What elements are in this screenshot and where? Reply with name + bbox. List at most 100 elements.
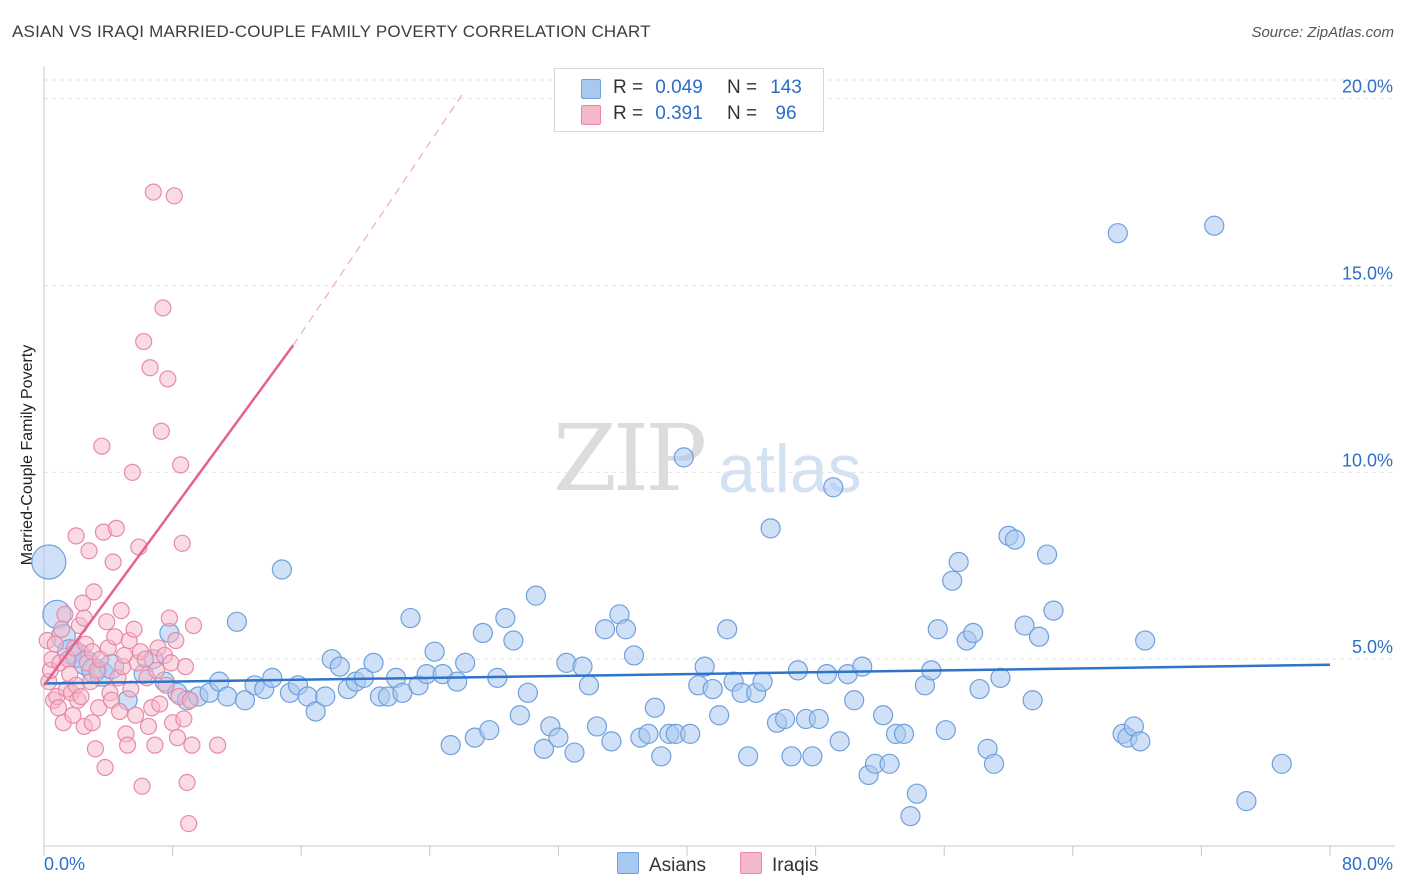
legend-row-asians: R = 0.049 N = 143 <box>555 75 823 101</box>
iraqi-point <box>139 717 158 736</box>
grid-lines <box>44 79 1395 660</box>
asian-point <box>829 731 850 752</box>
asian-point <box>262 667 283 688</box>
bottom-legend-asians: Asians <box>617 852 706 877</box>
asian-point <box>781 746 802 767</box>
asians-r-label: R = <box>613 77 644 98</box>
iraqi-point <box>125 620 143 638</box>
y-tick-label: 5.0% <box>1352 637 1393 657</box>
asian-point <box>1236 791 1257 812</box>
asian-point <box>935 720 956 741</box>
iraqi-points <box>38 183 227 833</box>
asian-point <box>424 641 445 662</box>
iraqi-point <box>152 422 170 440</box>
asian-point <box>400 607 421 629</box>
asian-point <box>1028 626 1050 647</box>
iraqi-point <box>67 527 85 545</box>
asian-point <box>1130 731 1151 752</box>
iraqi-point <box>98 613 116 631</box>
asian-point <box>737 746 759 767</box>
asian-point <box>517 682 538 703</box>
iraqi-point <box>80 542 98 560</box>
asian-point <box>760 518 781 539</box>
asian-point <box>900 806 921 827</box>
asian-point <box>572 656 593 677</box>
asian-point <box>879 753 900 774</box>
iraqi-point <box>85 583 103 601</box>
asian-point <box>638 723 659 745</box>
iraqi-point <box>49 699 68 717</box>
iraqi-point <box>136 650 154 668</box>
asian-point <box>906 783 927 804</box>
iraqi-point <box>172 456 190 474</box>
iraqi-point <box>53 620 71 638</box>
x-tick-label: 0.0% <box>44 854 85 874</box>
axes <box>43 66 1395 856</box>
asian-point <box>586 716 608 737</box>
asian-point <box>1022 690 1043 711</box>
asian-point <box>774 708 796 730</box>
iraqi-point <box>180 814 198 833</box>
asians-r-value: 0.049 <box>655 77 703 98</box>
iraqi-point <box>141 359 159 377</box>
asian-point <box>852 656 873 677</box>
iraqi-point <box>173 534 191 552</box>
asians-n-label: N = <box>727 77 758 98</box>
iraqi-point <box>96 758 114 777</box>
y-tick-label: 15.0% <box>1342 264 1393 284</box>
asian-point <box>564 742 585 763</box>
iraqi-point <box>133 777 151 795</box>
asian-point <box>525 585 546 606</box>
asian-point <box>440 735 461 756</box>
asian-point <box>717 619 738 640</box>
asian-point <box>363 652 384 674</box>
asian-point <box>787 660 809 681</box>
asian-point <box>963 622 984 644</box>
asian-trend-line <box>43 663 1331 685</box>
y-tick-label: 10.0% <box>1342 450 1393 470</box>
iraqi-point <box>147 661 166 679</box>
asian-point <box>601 731 622 752</box>
iraqi-point <box>184 616 203 635</box>
asian-point <box>983 753 1005 774</box>
asian-point <box>927 619 948 640</box>
bottom-iraqis-label: Iraqis <box>772 855 819 876</box>
asian-point <box>1004 529 1026 550</box>
iraqi-point <box>104 553 122 571</box>
asian-point <box>509 705 530 726</box>
iraqi-point <box>93 437 111 455</box>
iraqi-point <box>72 687 90 706</box>
asian-point <box>644 697 665 718</box>
iraqis-swatch <box>581 105 601 125</box>
asian-point <box>226 611 247 632</box>
asian-point <box>455 652 476 674</box>
asian-point <box>1271 753 1292 774</box>
asian-point <box>1135 630 1156 651</box>
asian-points <box>31 215 1292 827</box>
asian-point <box>1043 600 1064 621</box>
correlation-legend: R = 0.049 N = 143 R = 0.391 N = 96 <box>554 68 824 132</box>
asian-point <box>673 447 694 468</box>
iraqi-point <box>165 187 183 205</box>
iraqi-point <box>146 736 164 754</box>
iraqi-point <box>157 676 175 694</box>
y-tick-label: 20.0% <box>1342 77 1393 97</box>
iraqi-trend-line <box>42 344 295 687</box>
iraqi-point <box>106 628 124 646</box>
iraqi-point <box>176 658 195 676</box>
chart-title: ASIAN VS IRAQI MARRIED-COUPLE FAMILY POV… <box>12 22 651 41</box>
iraqi-point <box>167 631 185 650</box>
iraqi-point <box>144 183 162 201</box>
asians-n-value: 143 <box>770 77 802 98</box>
asian-point <box>533 738 555 759</box>
asian-point <box>217 686 238 707</box>
x-tick-label: 80.0% <box>1342 854 1393 874</box>
asian-point <box>1107 223 1128 244</box>
asian-point <box>623 645 645 666</box>
asian-point <box>315 686 336 707</box>
asian-point <box>709 705 730 726</box>
iraqi-point <box>183 736 201 754</box>
iraqi-point <box>160 609 178 627</box>
iraqi-point <box>118 736 137 754</box>
